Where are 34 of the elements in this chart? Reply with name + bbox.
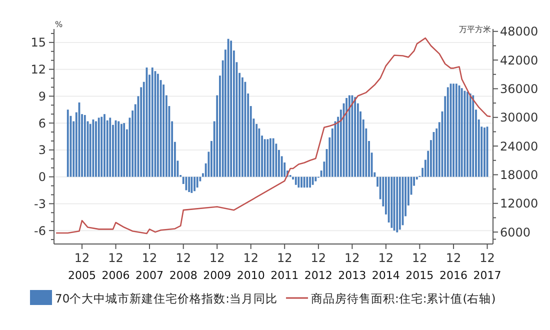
x-tick-label: 12 2016 bbox=[440, 251, 468, 282]
x-tick-label: 12 2008 bbox=[169, 251, 198, 282]
x-tick-label: 12 2006 bbox=[102, 251, 130, 282]
x-tick-label: 12 2011 bbox=[270, 251, 299, 282]
y2-tick-label: 24000 bbox=[500, 139, 538, 154]
y2-axis-title: 万平方米 bbox=[459, 25, 491, 34]
x-tick-label: 12 2009 bbox=[203, 251, 232, 282]
y-axis-title: % bbox=[55, 20, 63, 29]
y-tick-label: 12 bbox=[30, 62, 46, 77]
y-tick-label: 9 bbox=[38, 89, 46, 104]
x-tick-label: 12 2014 bbox=[372, 251, 400, 282]
y-tick-label: 3 bbox=[38, 143, 46, 158]
y-tick-label: 6 bbox=[38, 116, 46, 130]
y2-tick-label: 18000 bbox=[500, 168, 538, 182]
x-tick-label: 12 2013 bbox=[338, 251, 366, 282]
y-tick-label: -3 bbox=[34, 196, 46, 211]
x-tick-label: 12 2015 bbox=[406, 251, 434, 282]
y-tick-label: 15 bbox=[30, 36, 46, 50]
y2-tick-label: 36000 bbox=[500, 82, 538, 96]
y-tick-label: -6 bbox=[34, 224, 46, 238]
y2-tick-label: 12000 bbox=[500, 196, 538, 211]
legend-label: 商品房待售面积:住宅:累计值(右轴) bbox=[311, 292, 496, 306]
legend-label: 70个大中城市新建住宅价格指数:当月同比 bbox=[55, 292, 278, 306]
line-series bbox=[56, 37, 491, 234]
x-tick-label: 12 2005 bbox=[68, 251, 96, 282]
y2-tick-label: 6000 bbox=[500, 225, 531, 240]
y2-tick-label: 42000 bbox=[500, 53, 538, 68]
y2-tick-label: 48000 bbox=[500, 24, 538, 39]
x-tick-label: 12 2010 bbox=[236, 251, 265, 282]
y-tick-label: 0 bbox=[38, 170, 46, 184]
x-tick-label: 12 2017 bbox=[473, 251, 502, 282]
x-tick-label: 12 2012 bbox=[304, 251, 332, 282]
y2-tick-label: 30000 bbox=[500, 110, 538, 125]
x-tick-label: 12 2007 bbox=[136, 251, 164, 282]
